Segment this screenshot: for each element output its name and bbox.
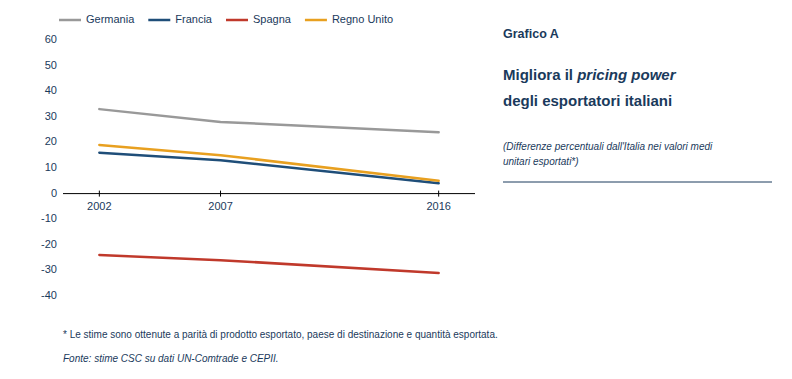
- legend-label: Regno Unito: [332, 13, 393, 25]
- series-line: [99, 145, 438, 181]
- legend-label: Germania: [86, 13, 135, 25]
- series-line: [99, 255, 438, 273]
- x-axis-line: [63, 193, 475, 194]
- legend-swatch: [59, 19, 81, 22]
- y-tick-label: 50: [45, 59, 57, 71]
- legend-label: Spagna: [253, 13, 292, 25]
- x-tick: [438, 191, 439, 197]
- subtitle: (Differenze percentuali dall'Italia nei …: [503, 141, 713, 167]
- y-tick-label: -40: [41, 289, 57, 301]
- x-tick-label: 2007: [208, 200, 232, 212]
- x-tick-label: 2002: [87, 200, 111, 212]
- subtitle-line: unitari esportati*): [503, 156, 579, 167]
- legend-swatch: [148, 19, 170, 22]
- title: degli esportatori italiani: [503, 92, 672, 109]
- title: Migliora il pricing power: [503, 66, 677, 83]
- y-tick-label: -10: [41, 212, 57, 224]
- x-tick: [99, 191, 100, 197]
- legend-swatch: [226, 19, 248, 22]
- y-tick-label: 0: [51, 187, 57, 199]
- legend-swatch: [305, 19, 327, 22]
- series-line: [99, 153, 438, 184]
- y-tick-label: -20: [41, 238, 57, 250]
- title-part: pricing power: [576, 66, 677, 83]
- y-tick-label: 30: [45, 110, 57, 122]
- chart-label: Grafico A: [503, 27, 559, 41]
- legend-label: Francia: [175, 13, 213, 25]
- chart: -40 -30 -20 -10 0 10 20 30 40 50 60 2002 2007 2016 Ger…: [0, 0, 792, 379]
- lines: [99, 109, 438, 273]
- subtitle-line: (Differenze percentuali dall'Italia nei …: [503, 141, 713, 152]
- source: Fonte: stime CSC su dati UN-Comtrade e C…: [63, 353, 279, 364]
- y-tick-label: 20: [45, 135, 57, 147]
- x-tick: [220, 191, 221, 197]
- y-tick-label: 10: [45, 161, 57, 173]
- separator: [503, 182, 772, 183]
- footnote: * Le stime sono ottenute a parità di pro…: [63, 329, 498, 340]
- title-part: Migliora il: [503, 66, 577, 83]
- y-tick-label: -30: [41, 263, 57, 275]
- x-tick-label: 2016: [426, 200, 450, 212]
- y-tick-label: 40: [45, 84, 57, 96]
- series-line: [99, 109, 438, 132]
- y-tick-label: 60: [45, 33, 57, 45]
- legend: Germania Francia Spagna Regno Unito: [59, 13, 393, 25]
